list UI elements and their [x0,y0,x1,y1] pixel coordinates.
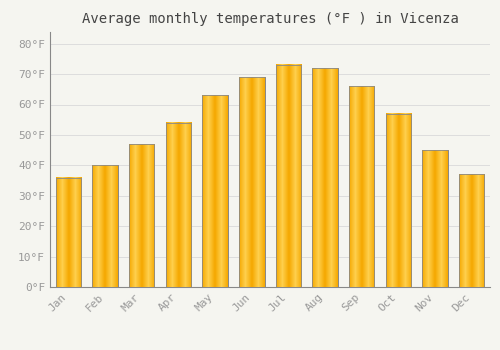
Bar [56,177,81,287]
Title: Average monthly temperatures (°F ) in Vicenza: Average monthly temperatures (°F ) in Vi… [82,12,458,26]
Bar [422,150,448,287]
Bar [129,144,154,287]
Bar [422,150,448,287]
Bar [92,165,118,287]
Bar [312,68,338,287]
Bar [202,95,228,287]
Bar [239,77,264,287]
Bar [386,114,411,287]
Bar [276,65,301,287]
Bar [459,174,484,287]
Bar [349,86,374,287]
Bar [166,123,191,287]
Bar [312,68,338,287]
Bar [202,95,228,287]
Bar [459,174,484,287]
Bar [386,114,411,287]
Bar [129,144,154,287]
Bar [276,65,301,287]
Bar [56,177,81,287]
Bar [239,77,264,287]
Bar [92,165,118,287]
Bar [349,86,374,287]
Bar [166,123,191,287]
